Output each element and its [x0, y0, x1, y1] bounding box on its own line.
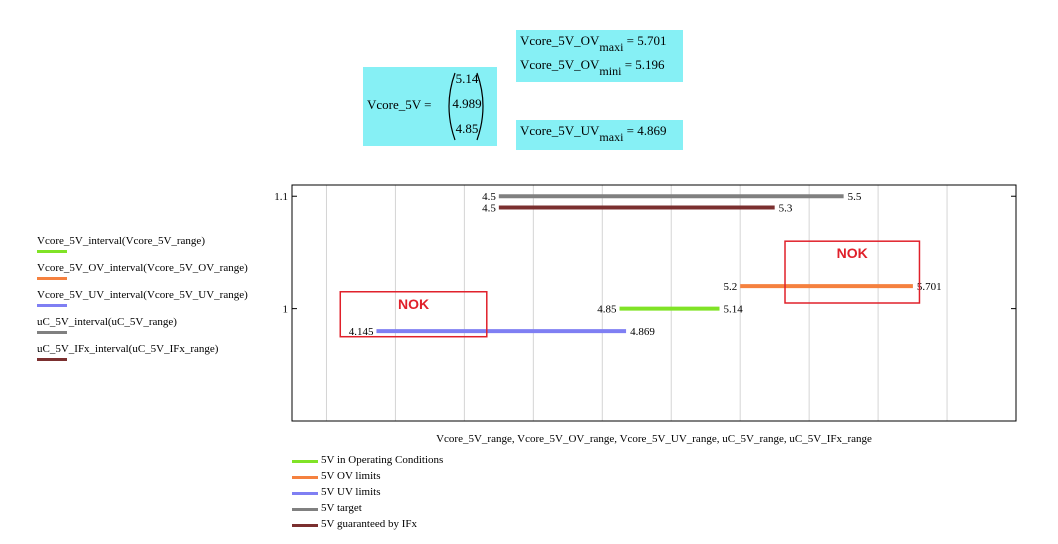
uv-maxi-name: Vcore_5V_UV	[520, 123, 600, 138]
series-start-label: 4.85	[597, 304, 617, 316]
ov-mini-result: Vcore_5V_OVmini = 5.196	[520, 57, 665, 78]
ov-mini-value: = 5.196	[624, 57, 665, 72]
ov-results-region: Vcore_5V_OVmaxi = 5.701 Vcore_5V_OVmini …	[516, 30, 683, 82]
bottom-legend-swatch	[292, 460, 318, 463]
ov-maxi-sub: maxi	[599, 40, 624, 54]
vector-value-2: 4.989	[452, 96, 482, 111]
left-legend-label: Vcore_5V_OV_interval(Vcore_5V_OV_range)	[37, 262, 248, 274]
series-start-label: 4.5	[482, 202, 496, 214]
nok-label: NOK	[398, 296, 429, 312]
plot-frame	[291, 184, 1017, 422]
bottom-legend-swatch	[292, 524, 318, 527]
series-end-label: 5.14	[724, 304, 744, 316]
bottom-legend-swatch	[292, 492, 318, 495]
series-end-label: 5.5	[848, 191, 862, 203]
bottom-legend-label: 5V UV limits	[321, 486, 381, 498]
series-start-label: 5.2	[723, 281, 737, 293]
ov-maxi-result: Vcore_5V_OVmaxi = 5.701	[520, 33, 667, 54]
left-legend-swatch	[37, 358, 67, 361]
y-tick-label: 1	[283, 304, 289, 316]
nok-label: NOK	[837, 245, 868, 261]
bottom-legend-label: 5V OV limits	[321, 470, 381, 482]
left-legend-label: uC_5V_interval(uC_5V_range)	[37, 316, 177, 328]
vector-value-1: 5.14	[455, 71, 479, 86]
bottom-legend-label: 5V target	[321, 502, 362, 514]
bottom-legend-label: 5V in Operating Conditions	[321, 454, 444, 466]
left-legend-label: Vcore_5V_interval(Vcore_5V_range)	[37, 235, 205, 247]
series-start-label: 4.145	[349, 326, 374, 338]
nok-box	[339, 291, 488, 338]
series-end-label: 4.869	[630, 326, 655, 338]
series-end-label: 5.701	[917, 281, 942, 293]
uv-maxi-value: = 4.869	[626, 123, 667, 138]
vector-value-3: 4.85	[455, 121, 479, 136]
x-axis-label: Vcore_5V_range, Vcore_5V_OV_range, Vcore…	[436, 433, 872, 445]
uv-maxi-result: Vcore_5V_UVmaxi = 4.869	[520, 123, 667, 144]
vector-name: Vcore_5V =	[367, 97, 432, 112]
bottom-legend-label: 5V guaranteed by IFx	[321, 518, 418, 530]
ov-maxi-value: = 5.701	[626, 33, 667, 48]
left-legend-label: Vcore_5V_UV_interval(Vcore_5V_UV_range)	[37, 289, 248, 301]
vcore-vector-region: Vcore_5V = 5.14 4.989 4.85	[363, 67, 497, 146]
bottom-legend-swatch	[292, 476, 318, 479]
y-tick-label: 1.1	[274, 191, 288, 203]
series-start-label: 4.5	[482, 191, 496, 203]
series-end-label: 5.3	[779, 202, 793, 214]
vector-parentheses	[448, 72, 484, 141]
left-legend-swatch	[37, 304, 67, 307]
bottom-legend-swatch	[292, 508, 318, 511]
uv-maxi-sub: maxi	[599, 130, 624, 144]
left-legend-swatch	[37, 277, 67, 280]
ov-maxi-name: Vcore_5V_OV	[520, 33, 600, 48]
ov-mini-name: Vcore_5V_OV	[520, 57, 600, 72]
nok-box	[784, 240, 921, 304]
ov-mini-sub: mini	[599, 64, 622, 78]
uv-results-region: Vcore_5V_UVmaxi = 4.869	[516, 120, 683, 150]
left-legend-swatch	[37, 331, 67, 334]
left-legend-label: uC_5V_IFx_interval(uC_5V_IFx_range)	[37, 343, 219, 355]
left-legend-swatch	[37, 250, 67, 253]
